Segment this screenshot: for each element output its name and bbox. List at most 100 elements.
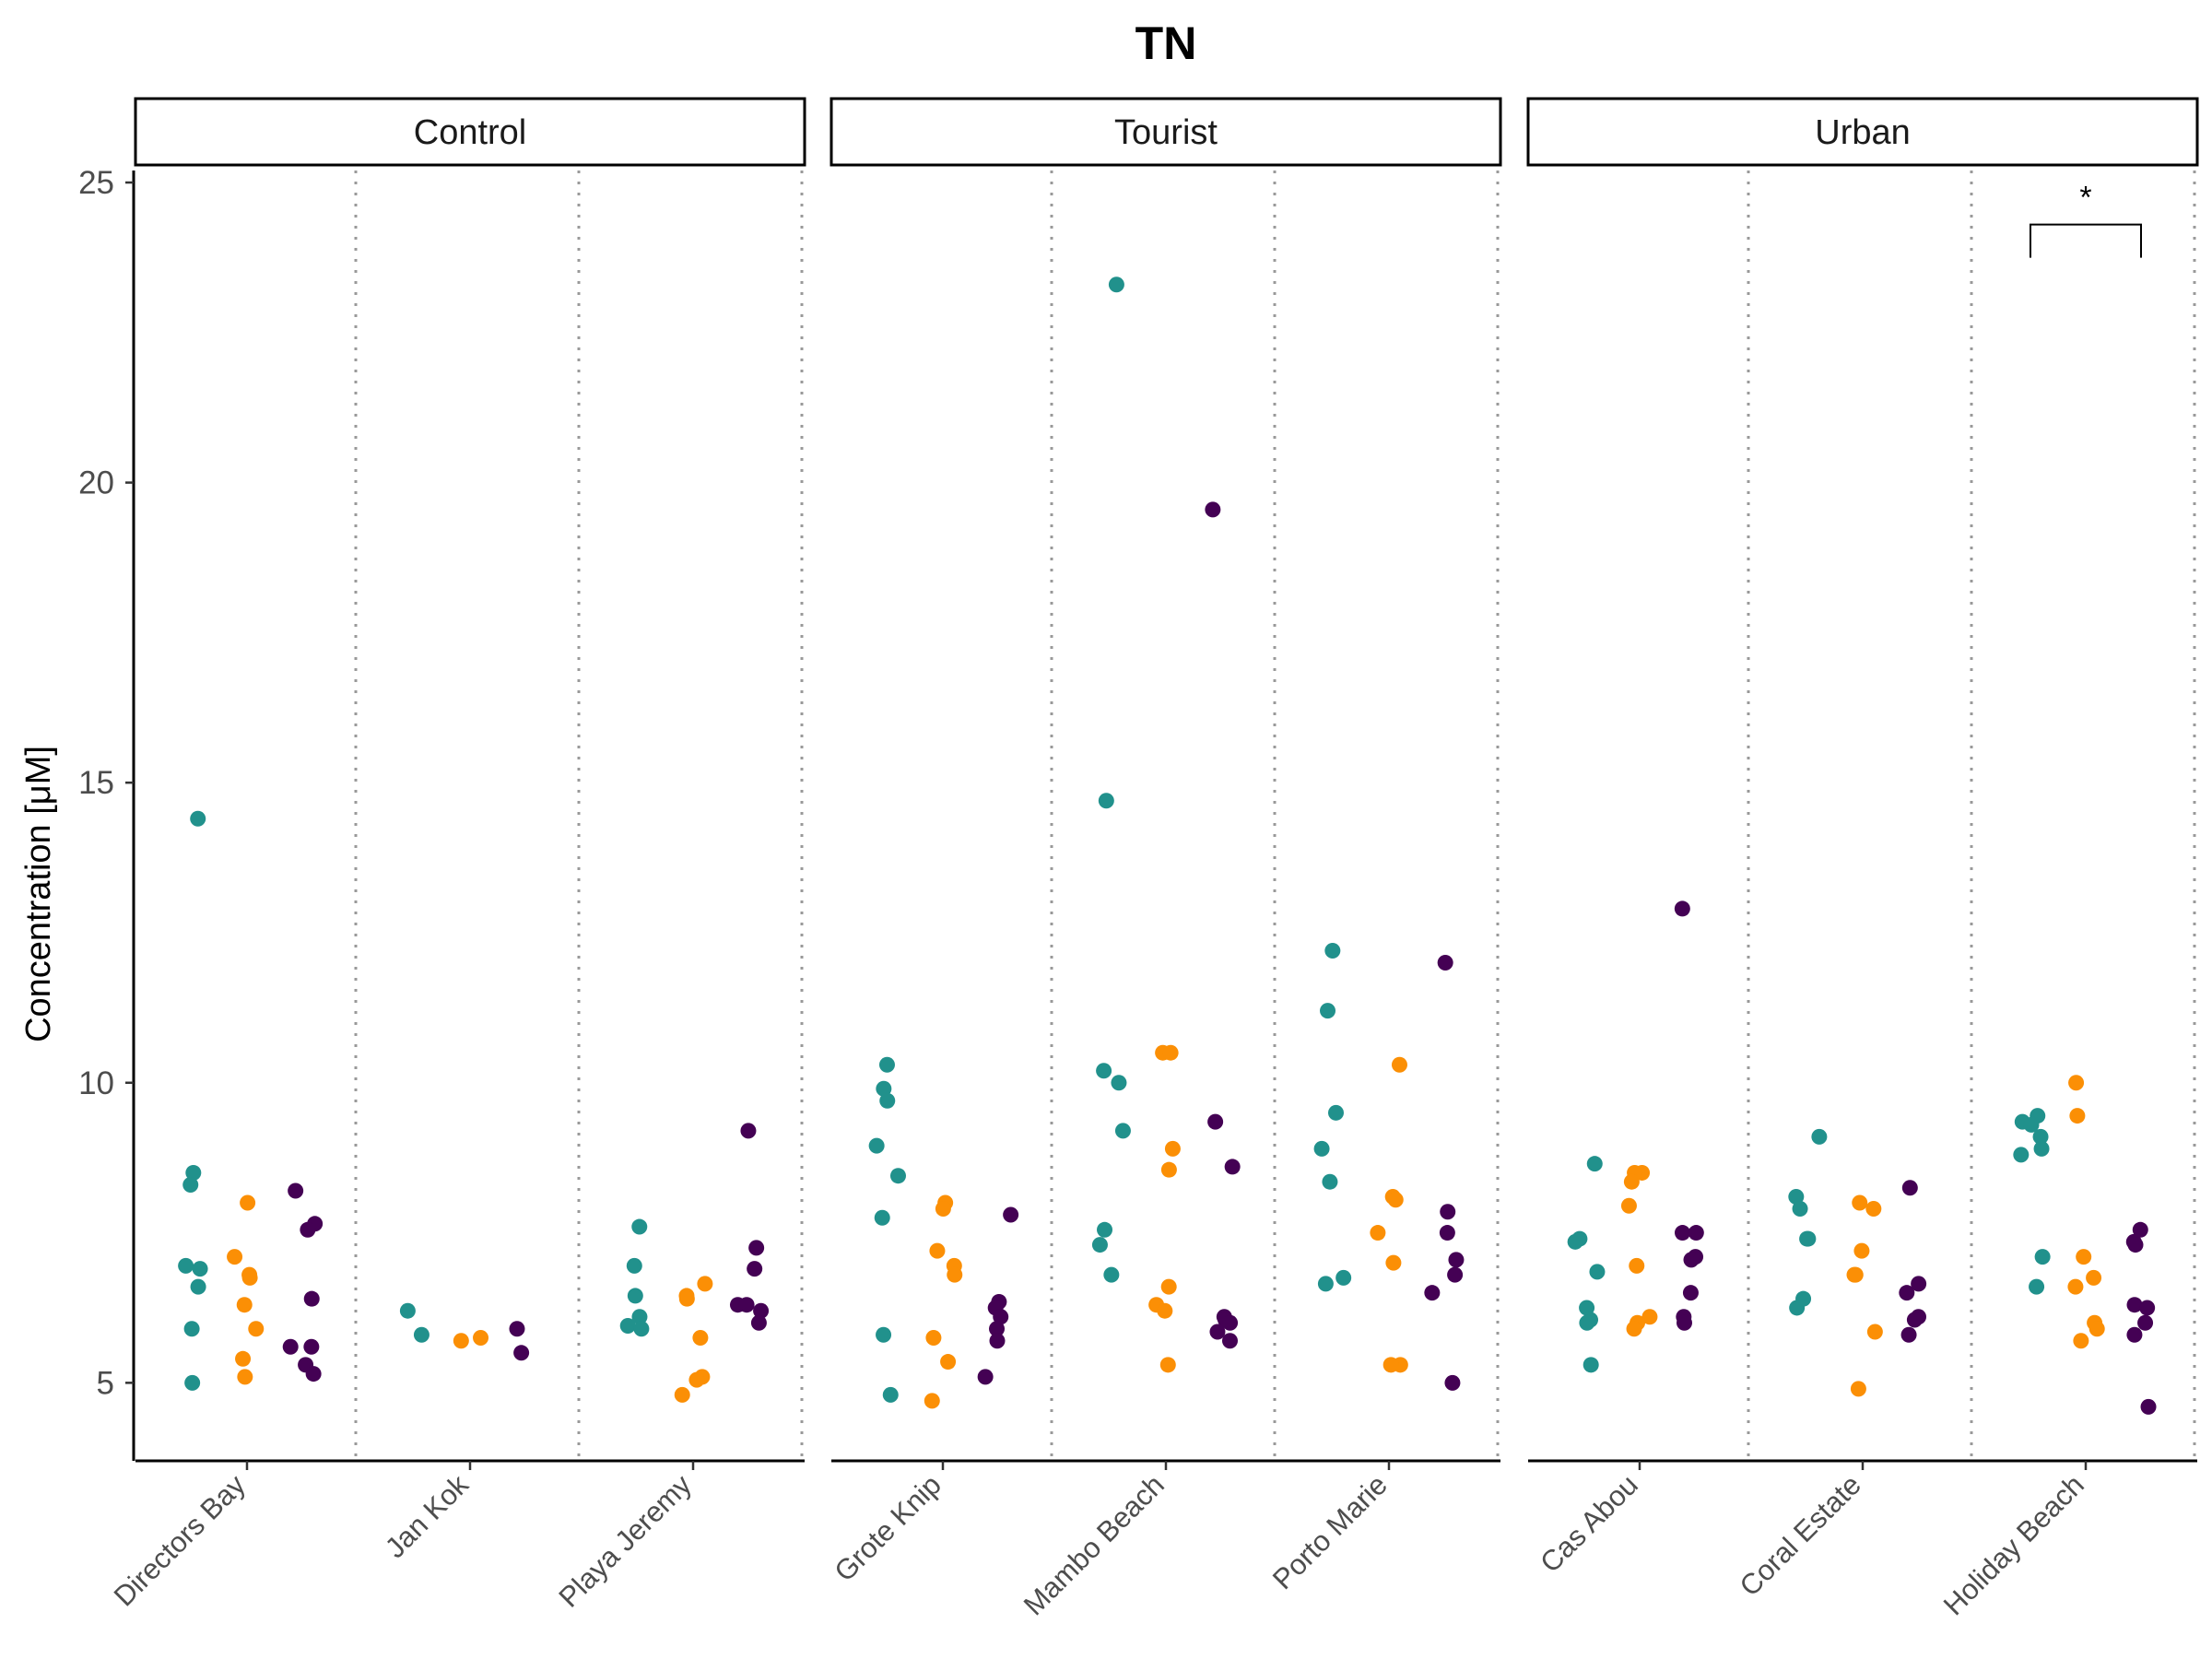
data-point <box>878 1056 895 1073</box>
data-point <box>2013 1147 2030 1163</box>
data-point <box>1792 1201 1808 1218</box>
data-point <box>1003 1206 1019 1223</box>
y-tick-label: 20 <box>78 465 114 501</box>
x-tick-label: Jan Kok <box>379 1468 475 1564</box>
data-point <box>2029 1278 2045 1295</box>
data-point <box>1322 1173 1338 1190</box>
data-point <box>1586 1156 1603 1172</box>
data-point <box>627 1288 643 1304</box>
data-point <box>1674 1225 1690 1241</box>
panel-control: Control Directors Bay Jan Kok Playa Jeremy <box>108 97 806 1614</box>
data-point <box>237 1369 253 1385</box>
data-point <box>2126 1297 2143 1313</box>
data-point <box>1108 276 1124 293</box>
data-point <box>513 1345 530 1361</box>
data-point <box>876 1326 892 1343</box>
data-point <box>1387 1192 1404 1208</box>
data-point <box>2127 1237 2144 1253</box>
data-point <box>678 1290 695 1307</box>
data-point <box>1676 1314 1692 1331</box>
data-point <box>989 1333 1006 1349</box>
data-point <box>1160 1278 1177 1295</box>
data-point <box>305 1366 322 1382</box>
data-point <box>1911 1276 1927 1292</box>
data-point <box>2068 1075 2085 1091</box>
y-tick-label: 5 <box>97 1365 114 1401</box>
data-point <box>1391 1056 1407 1073</box>
data-point <box>1853 1242 1870 1259</box>
data-point <box>1103 1266 1120 1283</box>
data-point <box>935 1201 951 1218</box>
site-coral-estate: Coral Estate <box>1734 1128 1927 1603</box>
data-point <box>1209 1324 1226 1340</box>
x-tick-label: Porto Marie <box>1266 1468 1394 1595</box>
strip-label: Urban <box>1815 113 1911 152</box>
data-point <box>2086 1269 2102 1286</box>
data-point <box>1447 1266 1464 1283</box>
data-point <box>192 1261 208 1277</box>
data-point <box>190 1278 206 1295</box>
data-point <box>235 1350 252 1367</box>
data-point <box>303 1290 320 1307</box>
strip-label: Tourist <box>1114 113 1218 152</box>
data-point <box>1317 1276 1334 1292</box>
data-point <box>697 1276 713 1292</box>
data-point <box>184 1374 201 1391</box>
data-point <box>1788 1188 1805 1205</box>
data-point <box>1207 1113 1224 1130</box>
data-point <box>227 1249 243 1265</box>
panel-tourist: Tourist Grote Knip Mambo Beach Porto Marie <box>828 97 1502 1621</box>
data-point <box>633 1321 650 1337</box>
data-point <box>2073 1333 2089 1349</box>
data-point <box>619 1317 636 1334</box>
data-point <box>740 1123 757 1139</box>
site-holiday-beach: Holiday Beach <box>1937 1075 2157 1621</box>
x-tick-label: Coral Estate <box>1734 1468 1867 1602</box>
data-point <box>248 1321 265 1337</box>
y-tick-label: 25 <box>78 165 114 201</box>
data-point <box>1688 1225 1704 1241</box>
data-point <box>1320 1003 1336 1019</box>
data-point <box>1899 1285 1915 1301</box>
data-point <box>2132 1221 2148 1238</box>
data-point <box>453 1333 469 1349</box>
site-mambo-beach: Mambo Beach <box>1018 276 1241 1621</box>
data-point <box>1589 1264 1606 1280</box>
data-point <box>1852 1194 1868 1211</box>
data-point <box>236 1297 253 1313</box>
data-point <box>1444 1374 1461 1391</box>
data-point <box>2076 1249 2092 1265</box>
data-point <box>1789 1300 1806 1316</box>
data-point <box>924 1393 940 1409</box>
significance-bracket <box>2030 223 2142 258</box>
data-point <box>747 1261 763 1277</box>
data-point <box>182 1176 199 1193</box>
data-point <box>1327 1104 1344 1121</box>
data-point <box>300 1221 316 1238</box>
data-point <box>413 1326 429 1343</box>
data-point <box>2137 1314 2154 1331</box>
data-point <box>1370 1225 1386 1241</box>
data-point <box>2088 1321 2105 1337</box>
data-point <box>183 1321 200 1337</box>
chart-title: TN <box>1135 18 1197 69</box>
data-point <box>631 1309 648 1325</box>
x-tick-label: Grote Knip <box>828 1468 947 1588</box>
data-point <box>1335 1269 1352 1286</box>
data-point <box>1382 1357 1399 1373</box>
data-point <box>2067 1278 2084 1295</box>
data-point <box>879 1092 896 1109</box>
data-point <box>1221 1333 1238 1349</box>
site-porto-marie: Porto Marie <box>1266 943 1465 1595</box>
panel-urban: Urban Cas Abou Coral Estate Holiday Beach * <box>1526 97 2199 1621</box>
data-point <box>1324 943 1341 959</box>
strip-box <box>830 97 1502 167</box>
data-point <box>2140 1398 2157 1415</box>
data-point <box>1096 1063 1112 1079</box>
data-point <box>631 1218 648 1235</box>
data-point <box>989 1321 1006 1337</box>
strip-box <box>1526 97 2199 167</box>
data-point <box>1900 1326 1917 1343</box>
data-point <box>1799 1230 1816 1247</box>
